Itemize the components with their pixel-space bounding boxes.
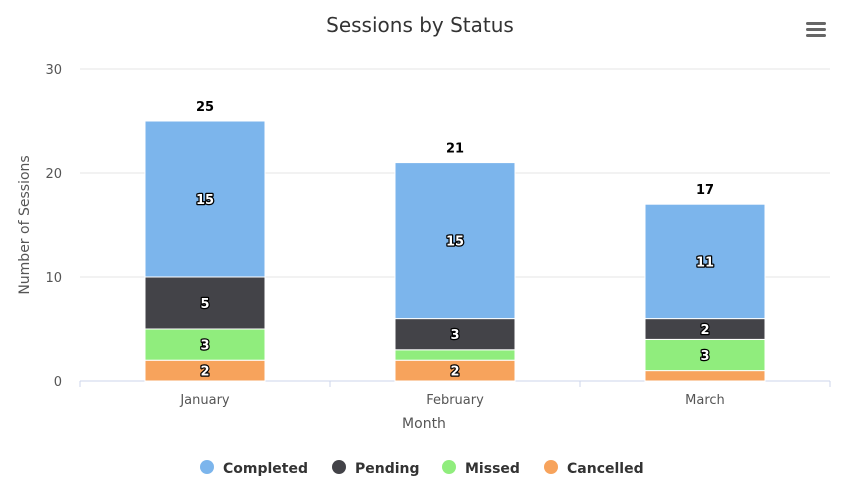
x-axis-ticks: January February March [79,381,831,408]
menu-button[interactable] [800,14,832,44]
legend-label: Cancelled [567,461,644,477]
bar-segment-missed[interactable] [394,349,516,361]
y-tick-label: 10 [45,271,62,286]
stack-total-label: 17 [696,183,714,198]
bar-segment-cancelled[interactable] [644,370,766,382]
bar-segment-completed[interactable] [394,162,516,320]
y-tick-label: 30 [45,63,62,78]
data-label-completed: 11 [696,255,714,270]
bar-segment-completed[interactable] [644,203,766,320]
data-label-pending: 3 [450,328,459,343]
bar-stack-january[interactable]: 2 3 5 15 25 [144,100,266,382]
bar-stack-february[interactable]: 2 3 15 21 [394,142,516,382]
legend-label: Pending [355,461,420,477]
legend-item-completed[interactable]: Completed [200,460,308,477]
legend-label: Completed [223,461,308,477]
legend-marker [332,460,346,474]
bars: 2 3 5 15 25 2 3 15 21 3 2 11 17 [144,100,766,382]
bar-segment-pending[interactable] [394,318,516,351]
bar-segment-completed[interactable] [144,120,266,278]
data-label-completed: 15 [196,193,214,208]
data-label-cancelled: 2 [200,365,209,380]
legend-item-cancelled[interactable]: Cancelled [544,460,644,477]
x-tick-label: March [685,393,725,408]
bar-segment-pending[interactable] [144,276,266,330]
legend-marker [544,460,558,474]
y-tick-label: 0 [54,375,62,390]
data-label-completed: 15 [446,235,464,250]
bar-segment-missed[interactable] [144,328,266,361]
bar-segment-missed[interactable] [644,338,766,372]
y-tick-label: 20 [45,167,62,182]
data-label-pending: 5 [200,297,209,312]
legend-marker [442,460,456,474]
data-label-pending: 2 [700,323,709,338]
x-tick-label: January [179,393,230,408]
legend: Completed Pending Missed Cancelled [200,460,644,477]
bar-stack-march[interactable]: 3 2 11 17 [644,183,766,382]
data-label-missed: 3 [200,339,209,354]
y-axis-ticks: 0 10 20 30 [45,63,62,390]
legend-item-pending[interactable]: Pending [332,460,420,477]
hamburger-menu-icon [806,22,826,37]
legend-marker [200,460,214,474]
x-axis-title: Month [402,416,446,432]
legend-item-missed[interactable]: Missed [442,460,520,477]
y-axis-title: Number of Sessions [17,155,33,294]
chart-title: Sessions by Status [326,13,514,37]
legend-label: Missed [465,461,520,477]
x-tick-label: February [426,393,484,408]
data-label-missed: 3 [700,349,709,364]
stack-total-label: 21 [446,142,464,157]
stack-total-label: 25 [196,100,214,115]
data-label-cancelled: 2 [450,365,459,380]
